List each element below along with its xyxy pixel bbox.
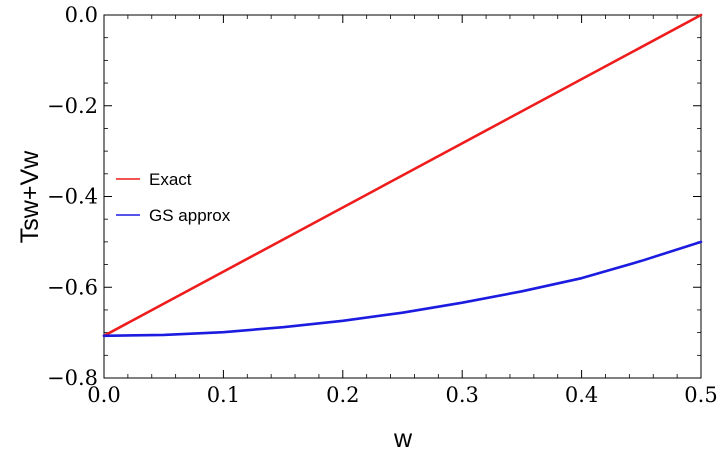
series-line-exact xyxy=(102,13,703,338)
x-tick-label: 0.3 xyxy=(445,383,478,407)
series-line-gs-approx xyxy=(102,240,703,338)
axis-ticks xyxy=(103,14,702,379)
tick-labels: 0.0 0.1 0.2 0.3 0.4 0.5 0.0 −0.2 −0.4 −0.6 −0.8 xyxy=(47,3,717,407)
y-tick-label: −0.4 xyxy=(47,185,98,209)
x-tick-label: 0.1 xyxy=(207,383,240,407)
legend-label-exact: Exact xyxy=(149,170,192,189)
x-axis-title: w xyxy=(393,425,413,453)
series-layer xyxy=(102,13,703,338)
legend: Exact GS approx xyxy=(116,170,231,225)
y-tick-label: −0.2 xyxy=(47,94,98,118)
x-tick-label: 0.4 xyxy=(565,383,598,407)
y-tick-label: 0.0 xyxy=(65,3,98,27)
plot-frame xyxy=(103,14,702,379)
x-tick-label: 0.0 xyxy=(87,383,120,407)
y-axis-title: Tsw+Vw xyxy=(16,150,44,243)
x-tick-label: 0.5 xyxy=(684,383,717,407)
legend-label-gs-approx: GS approx xyxy=(149,206,231,225)
plot-border xyxy=(103,14,702,379)
y-tick-label: −0.8 xyxy=(47,366,98,390)
x-tick-label: 0.2 xyxy=(326,383,359,407)
y-tick-label: −0.6 xyxy=(47,275,98,299)
